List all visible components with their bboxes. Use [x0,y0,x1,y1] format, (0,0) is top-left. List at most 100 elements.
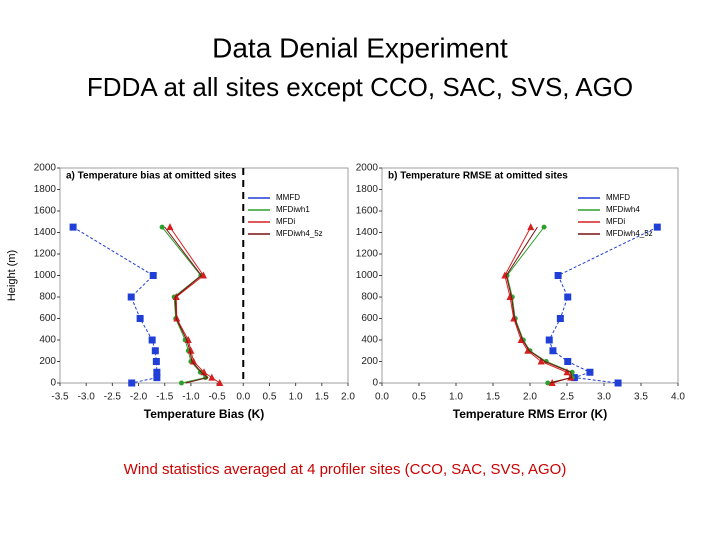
slide-title: Data Denial Experiment [212,32,508,63]
point [527,223,535,231]
x-tick-label: 1.0 [289,392,303,403]
series-line [169,226,220,384]
legend-label: MFDi [276,217,295,226]
x-tick-label: 2.0 [523,392,537,403]
series-line [506,226,573,384]
legend-label: MFDi [606,217,625,226]
point [545,336,553,344]
slide-subtitle: FDDA at all sites except CCO, SAC, SVS, … [87,72,633,102]
x-tick-label: -3.5 [51,392,69,403]
point [614,379,622,387]
point [549,347,557,355]
point [166,223,174,231]
series-line [505,226,572,384]
x-tick-label: 2.5 [560,392,574,403]
point [187,346,195,354]
y-tick-label: 600 [361,313,378,324]
point [153,374,161,382]
panel-title: b) Temperature RMSE at omitted sites [388,171,568,182]
y-tick-label: 2000 [356,163,379,174]
x-tick-label: 0.0 [236,392,250,403]
x-tick-label: 1.5 [315,392,329,403]
y-tick-label: 1800 [356,184,379,195]
x-tick-label: 0.0 [375,392,389,403]
point [537,357,545,365]
y-tick-label: 0 [372,378,378,389]
point [545,380,551,386]
y-tick-label: 2000 [34,163,57,174]
y-tick-label: 1600 [356,206,379,217]
point [556,315,564,322]
point [148,336,156,344]
point [136,315,144,322]
point [190,357,198,365]
point [152,358,160,365]
y-tick-label: 1200 [34,249,57,260]
x-tick-label: 2.0 [341,392,355,403]
point [153,368,161,376]
y-tick-label: 1000 [356,270,379,281]
y-tick-label: 1400 [356,227,379,238]
footer-note: Wind statistics averaged at 4 profiler s… [124,461,567,478]
x-tick-label: 3.5 [634,392,648,403]
x-tick-label: 4.0 [671,392,685,403]
point [586,368,594,376]
x-axis-label: Temperature RMS Error (K) [453,407,607,421]
point [184,336,192,343]
x-tick-label: 0.5 [263,392,277,403]
y-tick-label: 1000 [34,270,57,281]
point [216,379,224,386]
y-tick-label: 0 [50,378,56,389]
y-tick-label: 200 [361,356,378,367]
point [541,224,547,230]
x-tick-label: 0.5 [412,392,426,403]
y-tick-label: 1200 [356,249,379,260]
y-tick-label: 200 [39,356,56,367]
x-tick-label: -2.5 [104,392,122,403]
series-line [504,226,572,384]
x-tick-label: -1.5 [156,392,174,403]
y-tick-label: 800 [39,292,56,303]
point [208,373,216,381]
x-tick-label: -2.0 [130,392,148,403]
x-tick-label: -0.5 [208,392,226,403]
y-tick-label: 400 [39,335,56,346]
point [563,368,571,376]
point [151,347,159,355]
point [159,224,165,230]
legend-label: MFDiwh4_5z [606,229,653,238]
y-axis-label: Height (m) [6,250,18,301]
x-tick-label: -3.0 [78,392,96,403]
series-line [161,226,207,384]
point [178,380,184,386]
point [653,223,661,231]
point [567,373,575,381]
x-tick-label: 1.0 [449,392,463,403]
point [127,293,135,301]
point [199,271,207,279]
panel-title: a) Temperature bias at omitted sites [66,171,237,182]
legend-label: MFDiwh4 [606,205,640,214]
series-line [164,226,209,384]
point [69,223,77,231]
point [564,358,572,365]
y-tick-label: 1400 [34,227,57,238]
series-line [548,226,658,384]
legend-label: MMFD [276,193,300,202]
series-line [72,226,158,384]
legend-label: MFDiwh4_5z [276,229,323,238]
point [554,272,562,279]
x-tick-label: -1.0 [182,392,200,403]
y-tick-label: 600 [39,313,56,324]
y-tick-label: 400 [361,335,378,346]
point [510,314,518,322]
legend-label: MMFD [606,193,630,202]
point [173,314,181,322]
x-tick-label: 3.0 [597,392,611,403]
x-tick-label: 1.5 [486,392,500,403]
y-tick-label: 800 [361,292,378,303]
legend-label: MFDiwh1 [276,205,310,214]
point [524,346,532,354]
